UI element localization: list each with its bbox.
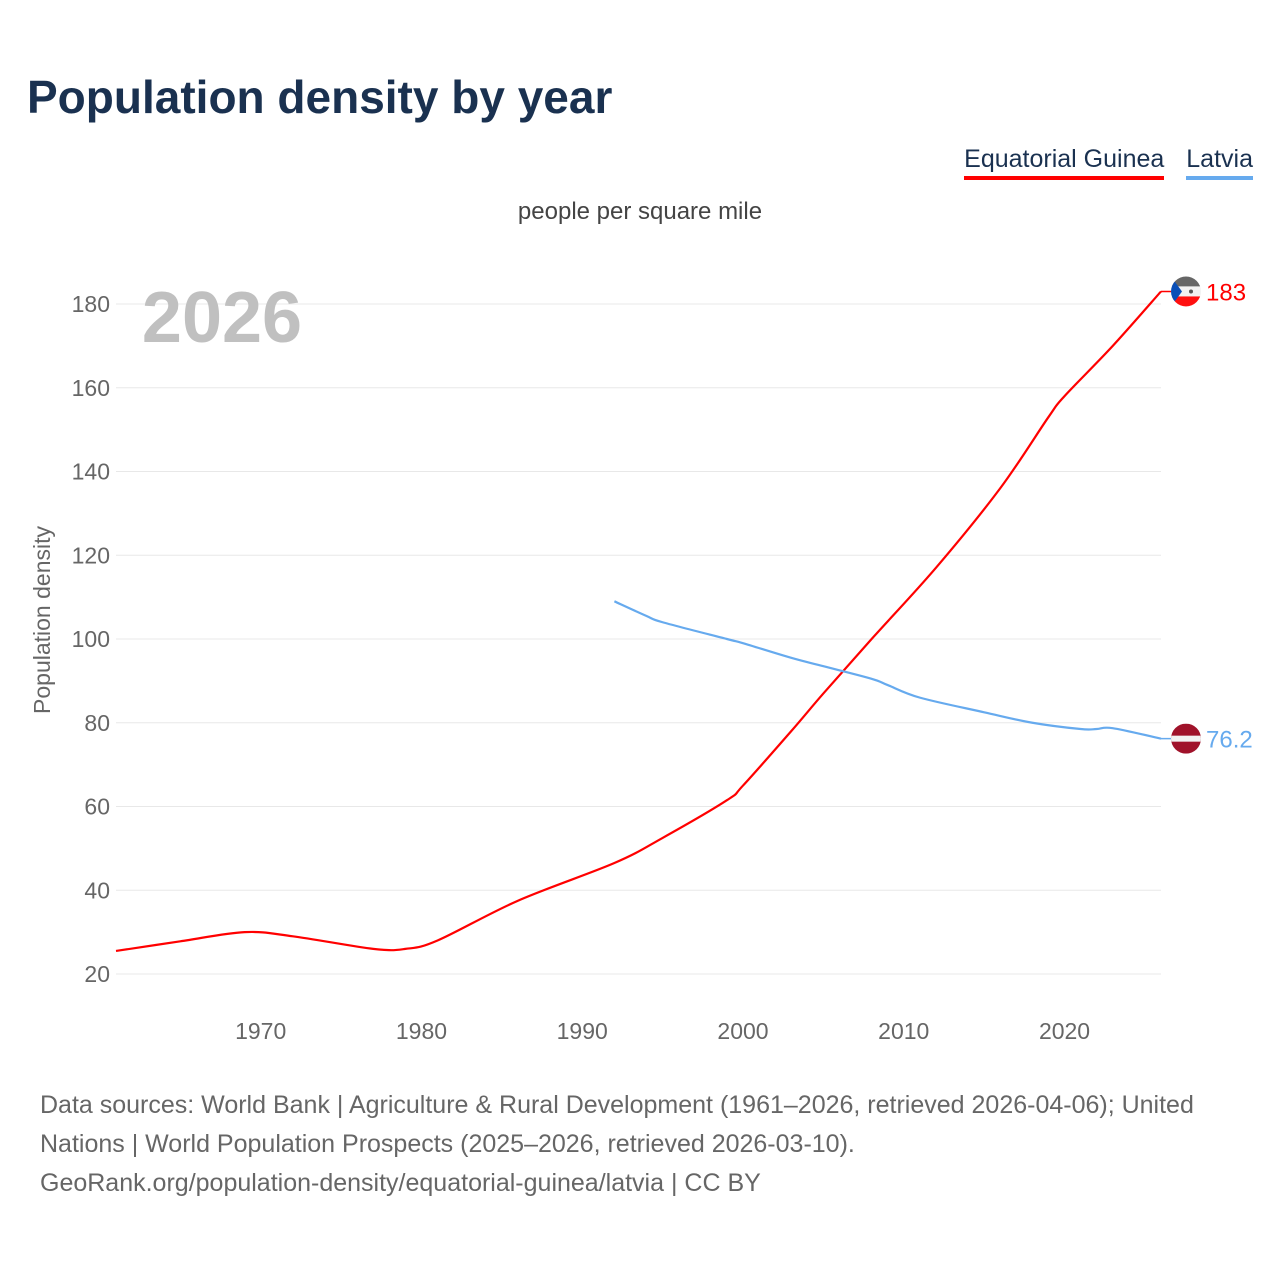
- legend-item-latvia[interactable]: Latvia: [1186, 145, 1253, 180]
- x-tick-label: 2000: [717, 1018, 768, 1044]
- flag-emblem: [1189, 289, 1193, 294]
- x-tick-label: 2020: [1039, 1018, 1090, 1044]
- y-tick-label: 60: [84, 794, 110, 820]
- y-tick-label: 20: [84, 961, 110, 987]
- y-tick-label: 140: [72, 459, 110, 485]
- flag-stripe: [1171, 735, 1201, 742]
- flag-stripe: [1171, 276, 1201, 287]
- y-tick-label: 100: [72, 626, 110, 652]
- x-tick-label: 2010: [878, 1018, 929, 1044]
- y-tick-label: 160: [72, 375, 110, 401]
- y-tick-label: 180: [72, 291, 110, 317]
- series-line-latvia: [613, 600, 1162, 740]
- equatorial-guinea-flag-icon: [1171, 276, 1201, 307]
- year-watermark: 2026: [142, 278, 302, 358]
- flag: [1171, 276, 1201, 307]
- x-tick-label: 1990: [557, 1018, 608, 1044]
- end-value-label: 76.2: [1206, 727, 1253, 754]
- end-value-label: 183: [1206, 279, 1246, 306]
- y-axis-label: Population density: [29, 526, 55, 714]
- latvia-flag-icon: [1171, 723, 1201, 754]
- legend-item-equatorial-guinea[interactable]: Equatorial Guinea: [964, 145, 1165, 180]
- flag-stripe: [1171, 286, 1201, 297]
- data-sources: Data sources: World Bank | Agriculture &…: [40, 1091, 1194, 1158]
- chart-title: Population density by year: [27, 71, 613, 123]
- y-tick-label: 120: [72, 542, 110, 568]
- x-tick-label: 1970: [235, 1018, 286, 1044]
- series-line-equatorial-guinea: [115, 290, 1162, 953]
- flag-stripe: [1171, 296, 1201, 307]
- attribution-link[interactable]: GeoRank.org/population-density/equatoria…: [40, 1169, 761, 1197]
- flag-triangle: [1171, 276, 1182, 307]
- flag: [1171, 723, 1201, 754]
- y-tick-label: 80: [84, 710, 110, 736]
- chart-subtitle: people per square mile: [517, 198, 763, 225]
- y-tick-label: 40: [84, 877, 110, 903]
- source-note: Data sources: World Bank | Agriculture &…: [40, 1086, 1250, 1203]
- x-tick-label: 1980: [396, 1018, 447, 1044]
- legend: Equatorial Guinea Latvia: [964, 145, 1253, 180]
